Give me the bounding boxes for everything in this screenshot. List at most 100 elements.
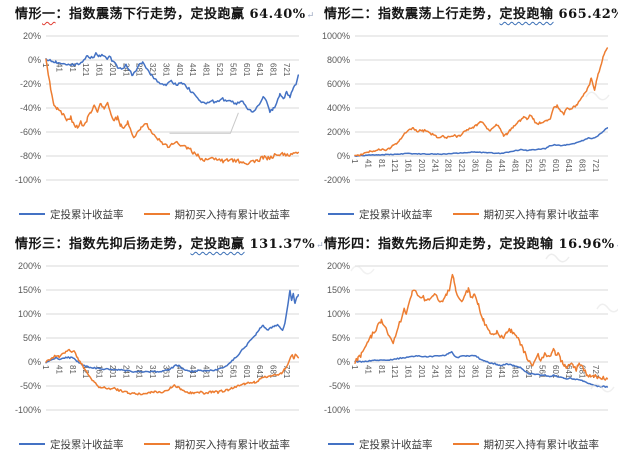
svg-text:-60%: -60% (20, 127, 41, 137)
svg-text:121: 121 (81, 365, 90, 379)
svg-text:601: 601 (242, 365, 251, 379)
line-chart-scenario-1: 20% 0% -20% -40% -60% -80% -100% 1 41 81 121 161 201… (2, 27, 306, 203)
svg-text:41: 41 (54, 365, 63, 374)
svg-text:161: 161 (404, 159, 413, 173)
svg-text:321: 321 (148, 63, 157, 77)
svg-text:361: 361 (471, 159, 480, 173)
paragraph-mark: ↵ (316, 241, 325, 251)
svg-text:281: 281 (444, 365, 453, 379)
svg-text:100%: 100% (18, 309, 41, 319)
title-text: 665.42% (553, 7, 618, 22)
svg-text:721: 721 (591, 159, 600, 173)
legend-item-lumpsum: 期初买入持有累计收益率 (452, 207, 600, 222)
svg-text:200%: 200% (327, 127, 350, 137)
svg-text:161: 161 (95, 63, 104, 77)
legend-line-swatch (19, 213, 45, 215)
svg-text:-200%: -200% (324, 175, 350, 185)
svg-text:361: 361 (162, 365, 171, 379)
svg-text:681: 681 (578, 159, 587, 173)
svg-text:81: 81 (68, 365, 77, 374)
line-chart-scenario-3: 200% 150% 100% 50% 0% -50% -100% 1 41 81 121 161 201… (2, 257, 306, 433)
svg-text:121: 121 (81, 63, 90, 77)
svg-text:401: 401 (484, 159, 493, 173)
svg-text:1: 1 (41, 63, 50, 68)
svg-text:401: 401 (175, 365, 184, 379)
legend-line-swatch (143, 443, 170, 445)
svg-text:-80%: -80% (20, 151, 41, 161)
legend-line-swatch (328, 213, 354, 215)
quadrant-scenario-2: 情形二：指数震荡上行走势，定投跑输 665.42%↵ 1000%800%600%… (309, 0, 618, 230)
svg-text:0%: 0% (337, 357, 350, 367)
title-text: 情形三：指数先抑后扬走势， (15, 237, 191, 252)
title-text: ：指数震荡下行走势，定投跑赢 64.40% (55, 7, 306, 22)
legend-item-lumpsum: 期初买入持有累计收益率 (143, 207, 290, 222)
svg-text:681: 681 (578, 365, 587, 379)
svg-text:281: 281 (135, 63, 144, 77)
title-wavy-text: 一 (42, 7, 56, 22)
svg-text:1: 1 (41, 365, 50, 370)
svg-text:521: 521 (215, 365, 224, 379)
svg-text:81: 81 (68, 63, 77, 72)
svg-text:601: 601 (242, 63, 251, 77)
quadrant-scenario-4: 情形四：指数先扬后抑走势，定投跑输 16.96%↵ 200%150%100%50… (309, 230, 618, 460)
svg-text:721: 721 (591, 365, 600, 379)
svg-text:201: 201 (417, 159, 426, 173)
svg-text:641: 641 (255, 365, 264, 379)
svg-text:1: 1 (350, 159, 359, 164)
chart-legend: 定投累计收益率 期初买入持有累计收益率 (0, 434, 309, 454)
svg-text:241: 241 (430, 365, 439, 379)
svg-text:481: 481 (202, 365, 211, 379)
svg-text:200%: 200% (18, 261, 41, 271)
legend-item-lumpsum: 期初买入持有累计收益率 (143, 437, 291, 452)
quadrant-scenario-3: 情形三：指数先抑后扬走势，定投跑赢 131.37%↵ 200% 150% 100% 5… (0, 230, 324, 460)
svg-text:150%: 150% (327, 285, 350, 295)
title-text: 情形二：指数震荡上行走势， (324, 7, 500, 22)
svg-text:41: 41 (363, 159, 372, 168)
title-text: 情形四：指数先扬后抑走势，定投跑输 (324, 237, 559, 252)
svg-text:-20%: -20% (20, 79, 41, 89)
svg-text:401: 401 (484, 365, 493, 379)
svg-text:441: 441 (188, 63, 197, 77)
quadrant-scenario-1: 情形一：指数震荡下行走势，定投跑赢 64.40%↵ 20% 0% -20% -40% -… (0, 0, 314, 230)
svg-text:561: 561 (228, 63, 237, 77)
legend-line-swatch (452, 213, 479, 215)
svg-text:641: 641 (255, 63, 264, 77)
svg-text:241: 241 (430, 159, 439, 173)
svg-text:441: 441 (497, 365, 506, 379)
svg-text:721: 721 (282, 63, 291, 77)
title-text: 131.37% (244, 237, 316, 252)
svg-text:-50%: -50% (20, 381, 41, 391)
svg-text:41: 41 (363, 365, 372, 374)
svg-text:721: 721 (282, 365, 291, 379)
svg-text:41: 41 (54, 63, 63, 72)
svg-text:0%: 0% (28, 357, 41, 367)
legend-item-lumpsum: 期初买入持有累计收益率 (452, 437, 600, 452)
legend-item-dca: 定投累计收益率 (19, 437, 124, 452)
svg-text:-40%: -40% (20, 103, 41, 113)
svg-text:161: 161 (95, 365, 104, 379)
svg-text:361: 361 (162, 63, 171, 77)
svg-text:-100%: -100% (15, 175, 41, 185)
svg-text:521: 521 (524, 159, 533, 173)
svg-text:81: 81 (377, 159, 386, 168)
svg-text:201: 201 (108, 365, 117, 379)
svg-text:400%: 400% (327, 103, 350, 113)
legend-label: 期初买入持有累计收益率 (483, 438, 600, 451)
svg-text:0%: 0% (28, 55, 41, 65)
svg-text:81: 81 (377, 365, 386, 374)
svg-text:241: 241 (121, 365, 130, 379)
legend-line-swatch (328, 443, 354, 445)
svg-text:800%: 800% (327, 55, 350, 65)
chart-legend: 定投累计收益率 期初买入持有累计收益率 (0, 204, 309, 224)
title-wavy-text: 定投跑输 (499, 7, 554, 22)
legend-label: 期初买入持有累计收益率 (483, 208, 600, 221)
svg-text:281: 281 (444, 159, 453, 173)
legend-line-swatch (452, 443, 479, 445)
svg-text:50%: 50% (23, 333, 41, 343)
svg-text:321: 321 (457, 159, 466, 173)
svg-text:561: 561 (537, 159, 546, 173)
svg-text:681: 681 (269, 63, 278, 77)
paragraph-mark: ↵ (306, 11, 315, 21)
svg-text:161: 161 (404, 365, 413, 379)
legend-label: 期初买入持有累计收益率 (174, 438, 291, 451)
